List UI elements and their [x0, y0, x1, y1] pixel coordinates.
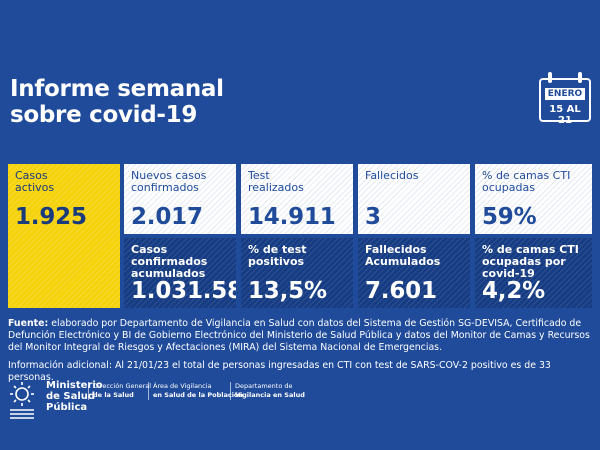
card-value: 3	[365, 204, 381, 230]
ministry-line: Pública	[46, 402, 88, 413]
card-label: Fallecidos	[365, 169, 419, 182]
source-text: elaborado por Departamento de Vigilancia…	[8, 318, 590, 353]
card-camas-cti: % de camas CTI ocupadas 59%	[475, 164, 592, 234]
calendar-ring-left	[548, 72, 552, 83]
dept-line: Vigilancia en Salud	[235, 391, 305, 399]
source-label: Fuente:	[8, 318, 49, 329]
dept-line: de la Salud	[93, 391, 134, 399]
title-line-2: sobre covid-19	[10, 102, 198, 128]
dept-vigilancia: Departamento de Vigilancia en Salud	[230, 382, 305, 400]
calendar-icon: ENERO 15 AL 21	[539, 72, 591, 126]
card-test-positivos: % de test positivos 13,5%	[241, 238, 353, 308]
calendar-range: 15 AL 21	[549, 104, 581, 126]
card-label: Casos confirmados acumulados	[131, 243, 208, 280]
card-value: 2.017	[131, 204, 203, 230]
ministry-line: de Salud	[46, 391, 96, 402]
stats-grid: Casos activos 1.925 Nuevos casos confirm…	[8, 164, 592, 308]
page-title: Informe semanal sobre covid-19	[10, 76, 224, 128]
card-value: 4,2%	[482, 278, 545, 304]
title-line-1: Informe semanal	[10, 76, 224, 102]
card-value: 14.911	[248, 204, 336, 230]
card-label: % de camas CTI ocupadas	[482, 169, 571, 194]
card-fallecidos-acum: Fallecidos Acumulados 7.601	[358, 238, 470, 308]
card-value: 7.601	[365, 278, 437, 304]
card-camas-covid: % de camas CTI ocupadas por covid-19 4,2…	[475, 238, 592, 308]
additional-info: Información adicional: Al 21/01/23 el to…	[8, 360, 551, 383]
card-label: Test realizados	[248, 169, 304, 194]
ministry-name: Ministerio de Salud Pública	[46, 380, 103, 413]
card-label: Nuevos casos confirmados	[131, 169, 207, 194]
card-nuevos-casos: Nuevos casos confirmados 2.017	[124, 164, 236, 234]
card-value: 1.031.581	[131, 278, 236, 304]
footer-logos: Ministerio de Salud Pública Dirección Ge…	[8, 376, 308, 436]
card-value: 13,5%	[248, 278, 327, 304]
calendar-frame	[539, 78, 591, 122]
card-label: Fallecidos Acumulados	[365, 243, 441, 268]
dept-line: Área de Vigilancia	[153, 382, 212, 390]
dept-line: en Salud de la Población	[153, 391, 244, 399]
card-casos-activos: Casos activos 1.925	[8, 164, 120, 308]
dept-line: Departamento de	[235, 382, 293, 390]
card-value: 59%	[482, 204, 537, 230]
calendar-ring-right	[578, 72, 582, 83]
card-value: 1.925	[15, 204, 87, 230]
calendar-month: ENERO	[545, 88, 585, 100]
card-acumulados: Casos confirmados acumulados 1.031.581	[124, 238, 236, 308]
card-test: Test realizados 14.911	[241, 164, 353, 234]
ministry-line: Ministerio	[46, 380, 103, 391]
source-note: Fuente: elaborado por Departamento de Vi…	[8, 318, 594, 354]
card-label: % de camas CTI ocupadas por covid-19	[482, 243, 579, 280]
dept-direccion: Dirección General de la Salud	[88, 382, 151, 400]
sun-logo-icon	[10, 382, 34, 419]
dept-line: Dirección General	[93, 382, 152, 390]
dept-area: Área de Vigilancia en Salud de la Poblac…	[148, 382, 243, 400]
card-label: % de test positivos	[248, 243, 307, 268]
card-label: Casos activos	[15, 169, 55, 194]
card-fallecidos: Fallecidos 3	[358, 164, 470, 234]
